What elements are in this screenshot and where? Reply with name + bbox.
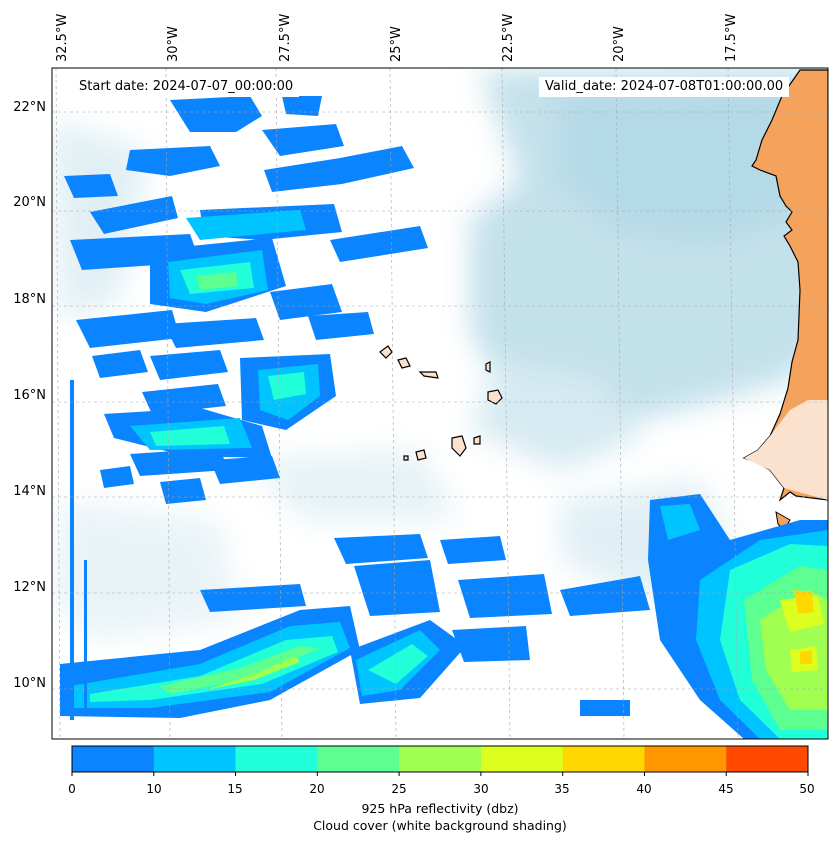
lat-label-22n: 22°N [13, 100, 46, 115]
colorbar-tick-20: 20 [309, 782, 325, 796]
gridlines [52, 68, 828, 739]
colorbar-segment [235, 746, 318, 772]
reflectivity-field [60, 96, 828, 739]
colorbar-tick-0: 0 [68, 782, 76, 796]
colorbar-segment [562, 746, 645, 772]
lon-label-30w: 30°W [166, 26, 181, 62]
colorbar-segment [72, 746, 155, 772]
colorbar-tick-10: 10 [146, 782, 162, 796]
colorbar-tick-45: 45 [718, 782, 734, 796]
lat-label-12n: 12°N [13, 580, 46, 595]
lon-label-22-5w: 22.5°W [501, 14, 516, 62]
colorbar-tick-30: 30 [473, 782, 489, 796]
colorbar-title: 925 hPa reflectivity (dbz) [361, 801, 519, 816]
colorbar-segment [644, 746, 727, 772]
start-date-label: Start date: 2024-07-07_00:00:00 [73, 77, 300, 97]
lat-label-18n: 18°N [13, 292, 46, 307]
lon-label-20w: 20°W [612, 26, 627, 62]
colorbar-tick-25: 25 [391, 782, 407, 796]
lat-label-20n: 20°N [13, 195, 46, 210]
colorbar-segment [726, 746, 809, 772]
colorbar-tick-15: 15 [227, 782, 243, 796]
colorbar-tick-40: 40 [636, 782, 652, 796]
lat-label-14n: 14°N [13, 484, 46, 499]
colorbar-tick-50: 50 [799, 782, 815, 796]
cape-verde-islands [379, 345, 503, 461]
colorbar [71, 745, 809, 776]
lon-label-27-5w: 27.5°W [278, 14, 293, 62]
colorbar-segment [399, 746, 482, 772]
valid-date-label: Valid_date: 2024-07-08T01:00:00.00 [539, 77, 790, 97]
africa-coast [742, 69, 828, 531]
lon-label-25w: 25°W [389, 26, 404, 62]
colorbar-frame [71, 745, 809, 773]
longitude-labels: 32.5°W 30°W 27.5°W 25°W 22.5°W 20°W 17.5… [55, 14, 739, 62]
colorbar-segment [480, 746, 564, 772]
colorbar-tick-35: 35 [554, 782, 570, 796]
colorbar-segment [317, 746, 400, 772]
colorbar-subtitle: Cloud cover (white background shading) [313, 818, 567, 833]
lon-label-17-5w: 17.5°W [724, 14, 739, 62]
map-frame [51, 67, 829, 740]
lat-label-10n: 10°N [13, 676, 46, 691]
colorbar-segment [153, 746, 237, 772]
lon-label-32-5w: 32.5°W [55, 14, 70, 62]
latitude-labels: 22°N 20°N 18°N 16°N 14°N 12°N 10°N [13, 100, 46, 691]
lat-label-16n: 16°N [13, 388, 46, 403]
